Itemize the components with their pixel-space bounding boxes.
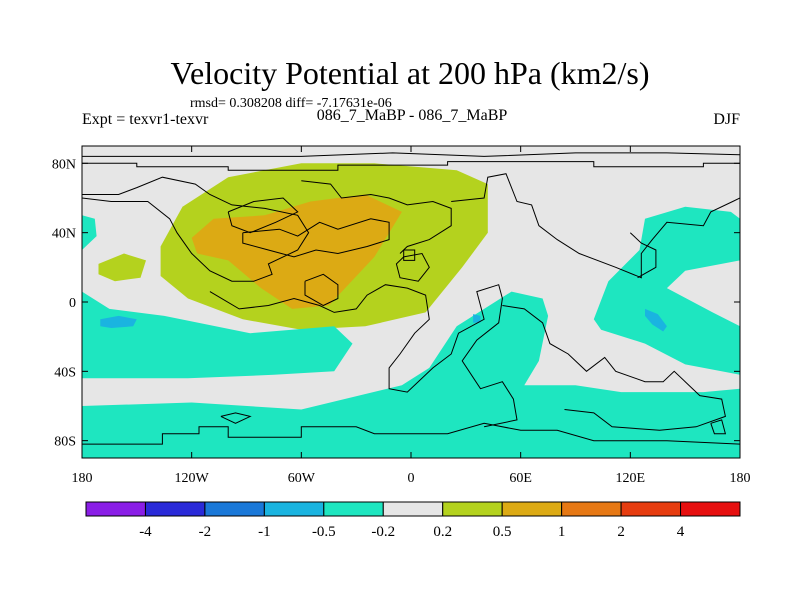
colorbar-swatch — [263, 501, 325, 517]
coast-square-island — [403, 249, 416, 261]
x-tick-label: 0 — [408, 471, 415, 486]
colorbar-swatch — [561, 501, 622, 517]
negative-1-0.5-africa — [473, 314, 481, 323]
coast-south-islands — [220, 412, 252, 424]
coast-inner-ridge — [242, 218, 390, 258]
colorbar-swatch — [323, 501, 384, 517]
coast-polar-band — [82, 161, 740, 171]
colorbar-swatch — [501, 501, 563, 517]
colorbar-label: -0.5 — [312, 524, 336, 540]
coast-south-equator — [209, 284, 518, 428]
y-tick-label: 40S — [54, 365, 76, 380]
negative-1-0.5-indian — [645, 308, 667, 332]
y-tick-label: 80S — [54, 435, 76, 450]
colorbar-swatch — [680, 501, 741, 517]
y-tick-label: 0 — [69, 296, 76, 311]
colorbar-swatch — [442, 501, 503, 517]
x-tick-label: 120E — [616, 471, 646, 486]
colorbar-label: 2 — [617, 524, 625, 540]
positive-0.5-1-core — [191, 194, 402, 309]
x-axis: 180 120W 60W 0 60E 120E 180 — [72, 146, 751, 486]
coast-west-lake — [304, 273, 339, 307]
colorbar-swatch — [144, 501, 206, 517]
y-tick-label: 80N — [52, 157, 76, 172]
colorbar-label: -4 — [139, 524, 152, 540]
positive-0.2-0.5-pacific-blob — [98, 253, 146, 282]
negative-1-0.5-pacific — [100, 315, 137, 328]
colorbar-swatch — [204, 501, 265, 517]
stats-label: rmsd= 0.308208 diff= -7.17631e-06 — [190, 96, 392, 111]
coast-south-peninsula — [502, 305, 726, 431]
x-tick-label: 180 — [730, 471, 751, 486]
colorbar-label: -1 — [258, 524, 271, 540]
coast-east-lake — [395, 252, 430, 282]
coast-far-east-islands — [710, 419, 727, 435]
colorbar: -4 -2 -1 -0.5 -0.2 0.2 0.5 1 2 4 — [85, 501, 741, 540]
colorbar-label: 0.5 — [493, 524, 512, 540]
colorbar-swatch — [85, 501, 146, 517]
colorbar-swatch — [382, 501, 444, 517]
x-tick-label: 180 — [72, 471, 93, 486]
experiment-label: Expt = texvr1-texvr — [82, 111, 209, 128]
difference-label: 086_7_MaBP - 086_7_MaBP — [317, 107, 508, 124]
coast-inner-sea — [227, 197, 299, 234]
colorbar-swatch — [620, 501, 682, 517]
colorbar-label: -2 — [199, 524, 212, 540]
coast-south-continent — [82, 422, 740, 445]
coast-north-arctic — [82, 152, 740, 157]
x-tick-label: 120W — [175, 471, 210, 486]
colorbar-label: 1 — [558, 524, 566, 540]
negative-0.5-0.2-west-edge — [82, 215, 97, 250]
x-tick-label: 60E — [509, 471, 532, 486]
chart-title: Velocity Potential at 200 hPa (km2/s) — [170, 55, 649, 91]
map-area — [81, 145, 741, 459]
season-label: DJF — [713, 111, 740, 128]
colorbar-label: 4 — [677, 524, 685, 540]
negative-0.5-0.2-south-atlantic-ocean — [82, 291, 740, 458]
y-axis: 80N 40N 0 40S 80S — [52, 157, 740, 450]
coast-central-north — [301, 180, 452, 254]
coastlines — [82, 152, 740, 445]
coast-islands-east — [629, 232, 657, 279]
negative-0.5-0.2-southwest — [82, 291, 353, 379]
colorbar-label: -0.2 — [371, 524, 395, 540]
y-tick-label: 40N — [52, 227, 76, 242]
coast-northeast — [451, 173, 740, 279]
negative-0.5-0.2-indian-ocean — [593, 206, 740, 375]
x-tick-label: 60W — [288, 471, 316, 486]
coast-northwest-continent — [82, 176, 310, 282]
colorbar-label: 0.2 — [433, 524, 452, 540]
